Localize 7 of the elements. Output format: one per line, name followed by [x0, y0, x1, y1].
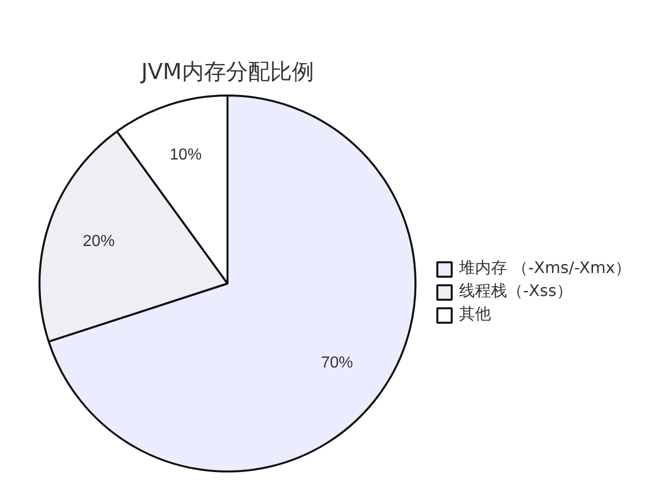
data-label: 10%	[170, 146, 202, 164]
data-label: 70%	[320, 354, 354, 372]
legend-label: 线程栈（-Xss）	[459, 281, 572, 302]
chart-title: JVM内存分配比例	[139, 60, 314, 85]
legend-label: 堆内存 （-Xms/-Xmx）	[459, 258, 632, 279]
data-label: 20%	[82, 233, 115, 250]
legend-label: 其他	[459, 304, 491, 325]
